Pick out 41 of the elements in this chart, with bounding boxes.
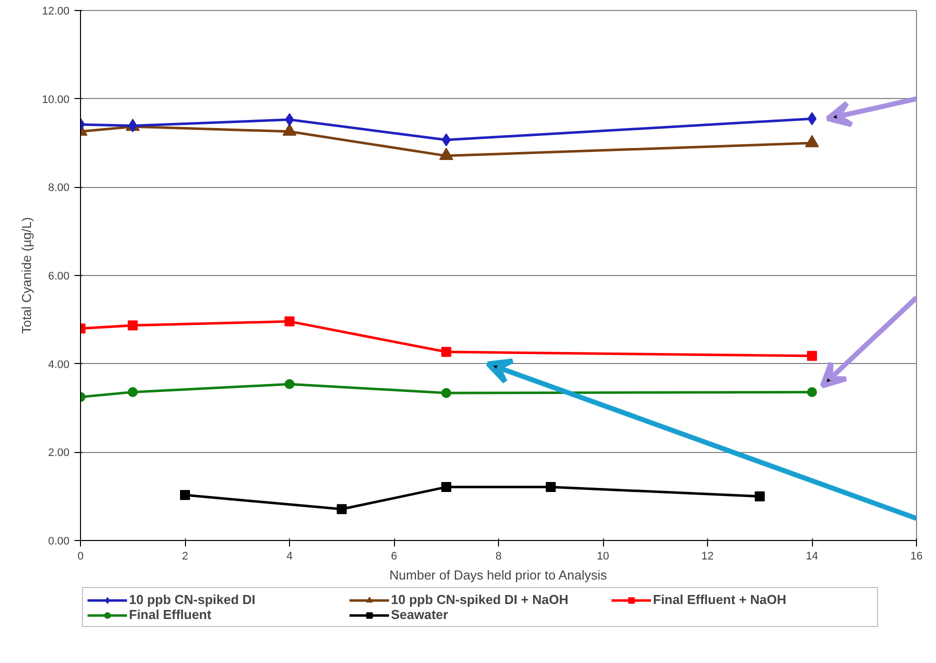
- point: [441, 482, 452, 492]
- point: [128, 320, 138, 330]
- y-axis-title: Total Cyanide (µg/L): [18, 217, 34, 334]
- x-tick-label: 16: [910, 550, 923, 562]
- x-tick-label: 8: [495, 550, 502, 562]
- legend-label: Seawater: [391, 607, 450, 622]
- y-tick-label: 2.00: [48, 447, 70, 460]
- point: [441, 388, 452, 398]
- point: [180, 490, 190, 500]
- point: [336, 504, 347, 514]
- x-tick-label: 14: [806, 550, 818, 562]
- legend-label: 10 ppb CN-spiked DI + NaOH: [391, 592, 570, 607]
- x-tick-label: 0: [77, 550, 84, 562]
- point: [546, 482, 556, 492]
- point: [284, 379, 294, 390]
- point: [805, 134, 819, 148]
- y-tick-label: 12.00: [42, 6, 70, 18]
- point: [807, 387, 817, 398]
- legend-label: Final Effluent: [129, 607, 212, 622]
- point: [754, 491, 765, 502]
- legend-label: Final Effluent + NaOH: [653, 592, 788, 607]
- x-tick-label: 6: [390, 550, 398, 562]
- point: [442, 133, 451, 146]
- x-tick-label: 2: [182, 550, 188, 562]
- y-tick-label: 0.00: [48, 536, 70, 548]
- y-tick-label: 10.00: [42, 94, 70, 106]
- x-tick-label: 10: [596, 550, 610, 562]
- y-tick-label: 4.00: [48, 358, 70, 371]
- y-tick-label: 6.00: [48, 270, 70, 282]
- point: [282, 124, 296, 136]
- point: [128, 119, 138, 132]
- point: [439, 148, 454, 160]
- point: [128, 387, 138, 398]
- point: [807, 350, 817, 361]
- legend-label: 10 ppb CN-spiked DI: [129, 592, 256, 607]
- x-tick-label: 12: [701, 550, 714, 562]
- point: [284, 316, 294, 326]
- y-tick-label: 8.00: [48, 182, 70, 194]
- x-axis-title: Number of Days held prior to Analysis: [389, 568, 608, 582]
- x-tick-label: 4: [286, 550, 293, 562]
- point: [441, 346, 452, 357]
